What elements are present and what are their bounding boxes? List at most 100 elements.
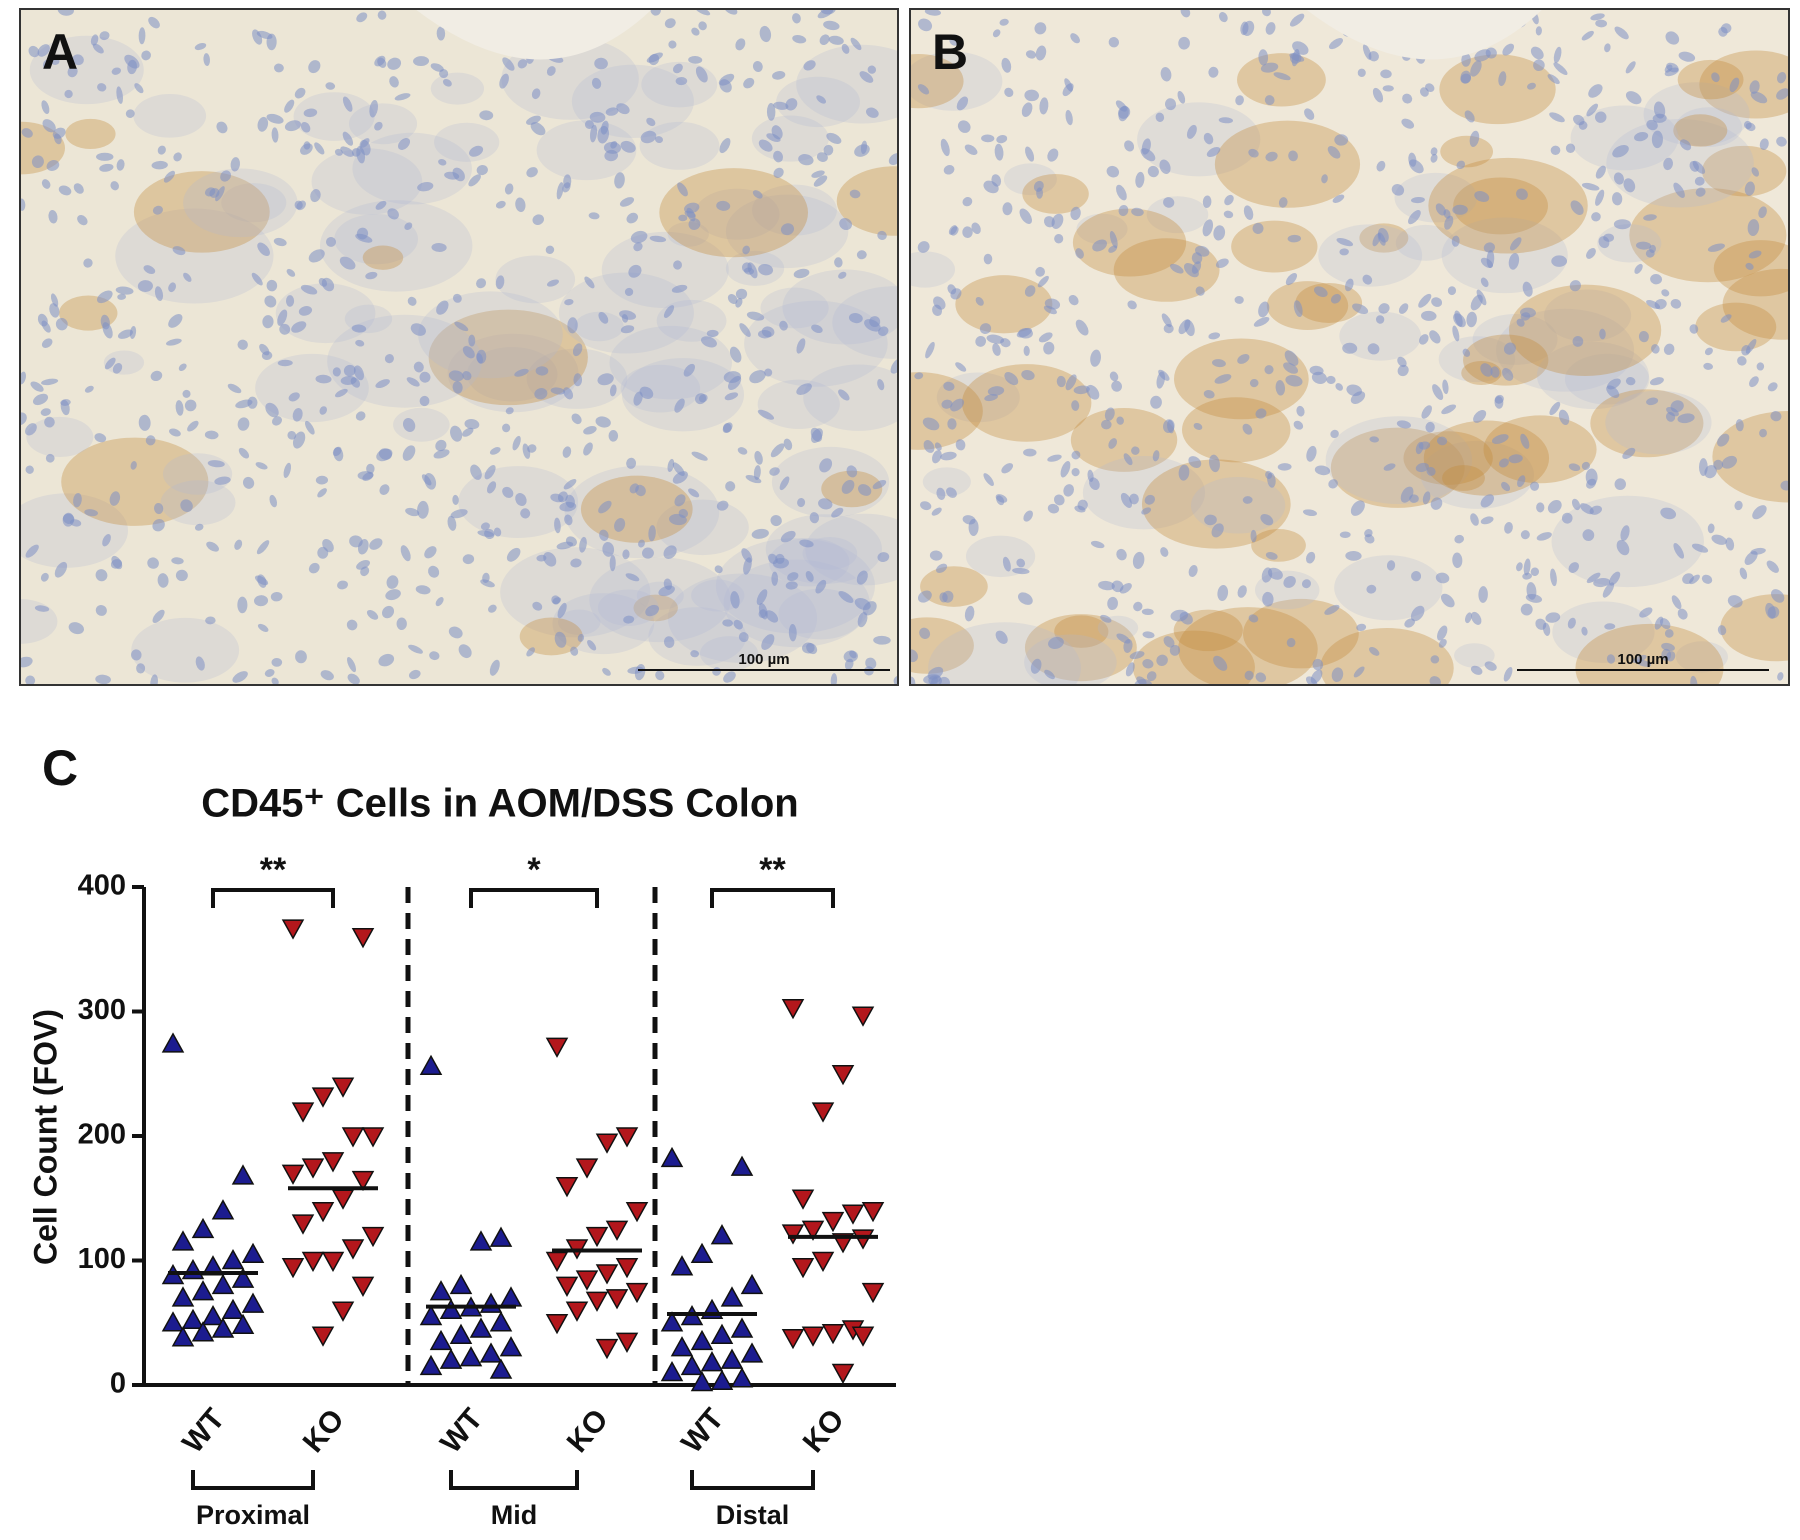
nucleus xyxy=(1547,74,1560,85)
stain xyxy=(751,115,829,162)
stain xyxy=(1677,59,1744,100)
nucleus xyxy=(1643,214,1657,221)
nucleus xyxy=(943,381,955,391)
data-point xyxy=(291,1214,315,1235)
data-point xyxy=(740,1273,764,1295)
nucleus xyxy=(1504,522,1513,534)
nucleus xyxy=(719,137,731,154)
nucleus xyxy=(1224,194,1234,206)
nucleus xyxy=(97,83,107,92)
nucleus xyxy=(1186,124,1197,139)
stain xyxy=(1454,643,1495,668)
nucleus xyxy=(96,152,114,161)
x-tick-label: WT xyxy=(434,1403,489,1460)
nucleus xyxy=(635,484,646,497)
nucleus xyxy=(1136,676,1147,685)
nucleus xyxy=(1444,215,1454,230)
nucleus xyxy=(746,311,765,321)
stain xyxy=(601,231,729,309)
nucleus xyxy=(633,242,643,252)
nucleus xyxy=(1265,552,1278,560)
nucleus xyxy=(347,673,360,685)
data-point xyxy=(615,1332,639,1353)
nucleus xyxy=(1267,567,1283,580)
nucleus xyxy=(1430,153,1438,163)
nucleus xyxy=(317,488,327,498)
nucleus xyxy=(468,174,481,187)
stain xyxy=(1496,308,1635,392)
nucleus xyxy=(1250,529,1257,543)
nucleus xyxy=(1177,90,1186,104)
nucleus xyxy=(1694,176,1705,186)
stain xyxy=(1214,120,1361,208)
nucleus xyxy=(271,657,283,667)
data-point xyxy=(660,1311,684,1332)
stain xyxy=(1551,495,1704,588)
nucleus xyxy=(1339,531,1351,539)
nucleus xyxy=(1116,184,1127,201)
nucleus xyxy=(766,133,781,142)
nucleus xyxy=(1258,49,1269,66)
nucleus xyxy=(1252,222,1264,234)
nucleus xyxy=(436,26,446,41)
nucleus xyxy=(1258,301,1270,318)
nucleus xyxy=(1191,252,1203,265)
nucleus xyxy=(1602,582,1615,598)
nucleus xyxy=(194,42,207,51)
data-point xyxy=(740,1342,764,1363)
nucleus xyxy=(175,569,188,582)
nucleus xyxy=(1285,375,1303,387)
nucleus xyxy=(931,507,942,516)
nucleus xyxy=(841,479,855,494)
nucleus xyxy=(758,139,773,152)
nucleus xyxy=(84,385,94,393)
nucleus xyxy=(992,343,1001,356)
nucleus xyxy=(1665,31,1680,45)
stain xyxy=(1339,311,1422,361)
nucleus xyxy=(468,334,476,347)
nucleus xyxy=(1776,136,1787,147)
stain xyxy=(536,120,637,181)
x-tick-label: WT xyxy=(176,1403,231,1460)
data-point xyxy=(801,1326,825,1347)
nucleus xyxy=(838,389,850,401)
stain xyxy=(1472,313,1558,365)
nucleus xyxy=(788,623,797,642)
nucleus xyxy=(1734,500,1743,511)
nucleus xyxy=(565,494,575,508)
nucleus xyxy=(1727,595,1743,608)
nucleus xyxy=(386,575,399,589)
nucleus xyxy=(1195,286,1205,296)
nucleus xyxy=(1777,672,1784,681)
nucleus xyxy=(1704,465,1717,479)
nucleus xyxy=(1075,248,1084,259)
nucleus xyxy=(1501,481,1511,492)
nucleus xyxy=(116,159,125,171)
nucleus xyxy=(695,66,708,83)
nucleus xyxy=(796,338,806,354)
nucleus xyxy=(877,379,885,391)
nucleus xyxy=(877,230,887,240)
stain xyxy=(115,208,274,304)
nucleus xyxy=(1111,580,1124,593)
nucleus xyxy=(1213,655,1228,671)
nucleus xyxy=(646,52,663,63)
nucleus xyxy=(1372,87,1384,103)
nucleus xyxy=(1111,380,1122,392)
nucleus xyxy=(1749,376,1759,388)
nucleus xyxy=(1255,408,1267,419)
nucleus xyxy=(1344,278,1354,292)
nucleus xyxy=(1019,208,1032,224)
data-point xyxy=(565,1301,589,1322)
nucleus xyxy=(1170,263,1184,274)
nucleus xyxy=(154,502,164,515)
data-point xyxy=(361,1127,385,1148)
stain xyxy=(61,437,209,526)
nucleus xyxy=(623,615,635,624)
nucleus xyxy=(752,190,763,199)
nucleus xyxy=(757,409,775,420)
nucleus xyxy=(54,561,68,578)
nucleus xyxy=(1342,342,1358,354)
nucleus xyxy=(914,372,924,380)
nucleus xyxy=(1530,46,1544,60)
